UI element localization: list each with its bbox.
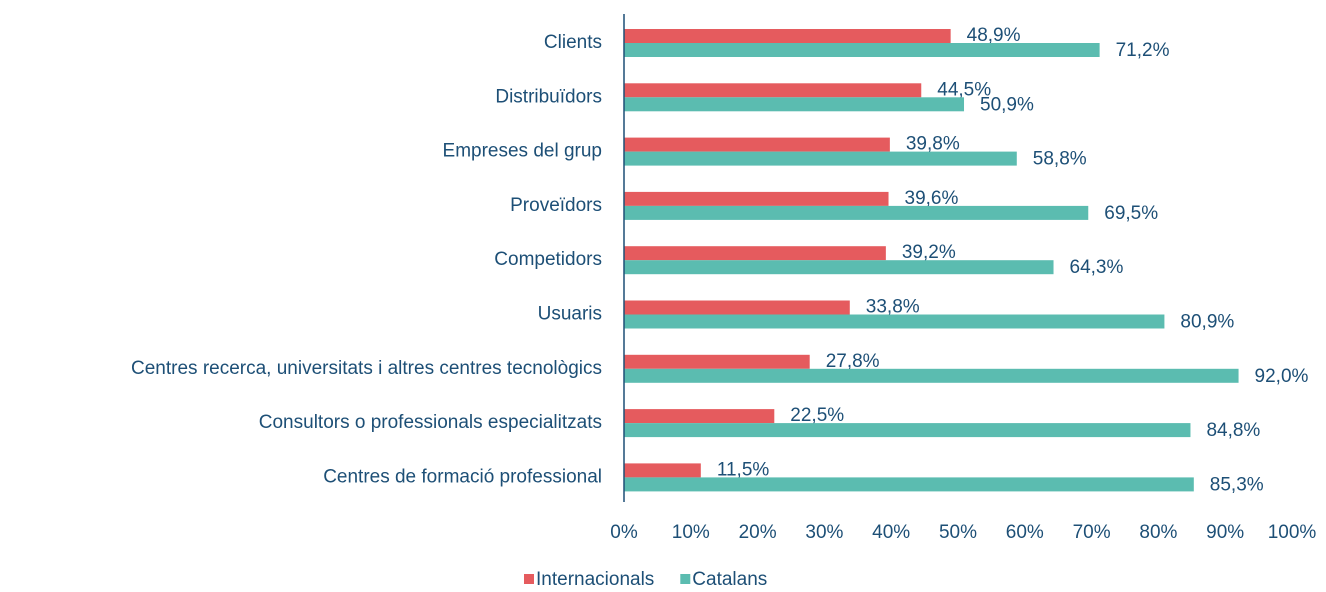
data-label: 44,5% xyxy=(937,79,991,100)
data-label: 92,0% xyxy=(1255,366,1309,387)
x-tick-label: 60% xyxy=(1006,522,1044,543)
bar xyxy=(624,300,850,315)
bar xyxy=(624,205,1089,220)
bar xyxy=(624,29,951,43)
legend-swatch xyxy=(524,574,534,584)
y-tick-label: Centres de formació professional xyxy=(323,466,602,487)
bar xyxy=(624,97,965,112)
x-tick-label: 20% xyxy=(739,522,777,543)
bar xyxy=(624,368,1239,383)
bar xyxy=(624,354,810,369)
y-tick-label: Empreses del grup xyxy=(443,141,602,162)
x-tick-label: 0% xyxy=(610,522,638,543)
data-label: 84,8% xyxy=(1206,420,1260,441)
data-label: 50,9% xyxy=(980,94,1034,115)
data-label: 71,2% xyxy=(1116,40,1170,61)
data-label: 85,3% xyxy=(1210,474,1264,495)
x-tick-label: 50% xyxy=(939,522,977,543)
y-tick-label: Clients xyxy=(544,32,602,53)
bar xyxy=(624,477,1194,492)
data-label: 80,9% xyxy=(1180,312,1234,333)
data-label: 39,8% xyxy=(906,134,960,155)
bar xyxy=(624,151,1017,166)
data-label: 39,2% xyxy=(902,242,956,263)
y-tick-label: Consultors o professionals especialitzat… xyxy=(259,412,602,433)
bar xyxy=(624,260,1054,275)
x-tick-label: 70% xyxy=(1073,522,1111,543)
x-tick-label: 30% xyxy=(805,522,843,543)
legend-swatch xyxy=(680,574,691,584)
legend-label: Catalans xyxy=(692,569,767,590)
x-tick-label: 90% xyxy=(1206,522,1244,543)
data-label: 22,5% xyxy=(790,405,844,426)
data-label: 33,8% xyxy=(866,297,920,318)
data-label: 48,9% xyxy=(967,25,1021,46)
x-tick-label: 100% xyxy=(1268,522,1317,543)
data-label: 11,5% xyxy=(717,459,770,480)
data-label: 64,3% xyxy=(1070,257,1124,278)
bar xyxy=(624,83,922,98)
y-tick-label: Usuaris xyxy=(538,304,602,325)
bar xyxy=(624,43,1100,57)
bar xyxy=(624,423,1191,438)
bar xyxy=(624,409,775,424)
x-tick-label: 10% xyxy=(672,522,710,543)
y-tick-label: Proveïdors xyxy=(510,195,602,216)
data-label: 27,8% xyxy=(826,351,880,372)
bar xyxy=(624,191,889,206)
bar xyxy=(624,246,886,261)
data-label: 69,5% xyxy=(1104,203,1158,224)
bar xyxy=(624,463,701,478)
legend-label: Internacionals xyxy=(536,569,654,590)
y-tick-label: Competidors xyxy=(494,249,602,270)
bar xyxy=(624,314,1165,329)
bar xyxy=(624,137,890,152)
y-tick-label: Distribuïdors xyxy=(495,86,602,107)
data-label: 58,8% xyxy=(1033,149,1087,170)
x-tick-label: 40% xyxy=(872,522,910,543)
x-tick-label: 80% xyxy=(1139,522,1177,543)
data-label: 39,6% xyxy=(905,188,959,209)
y-tick-label: Centres recerca, universitats i altres c… xyxy=(131,358,602,379)
